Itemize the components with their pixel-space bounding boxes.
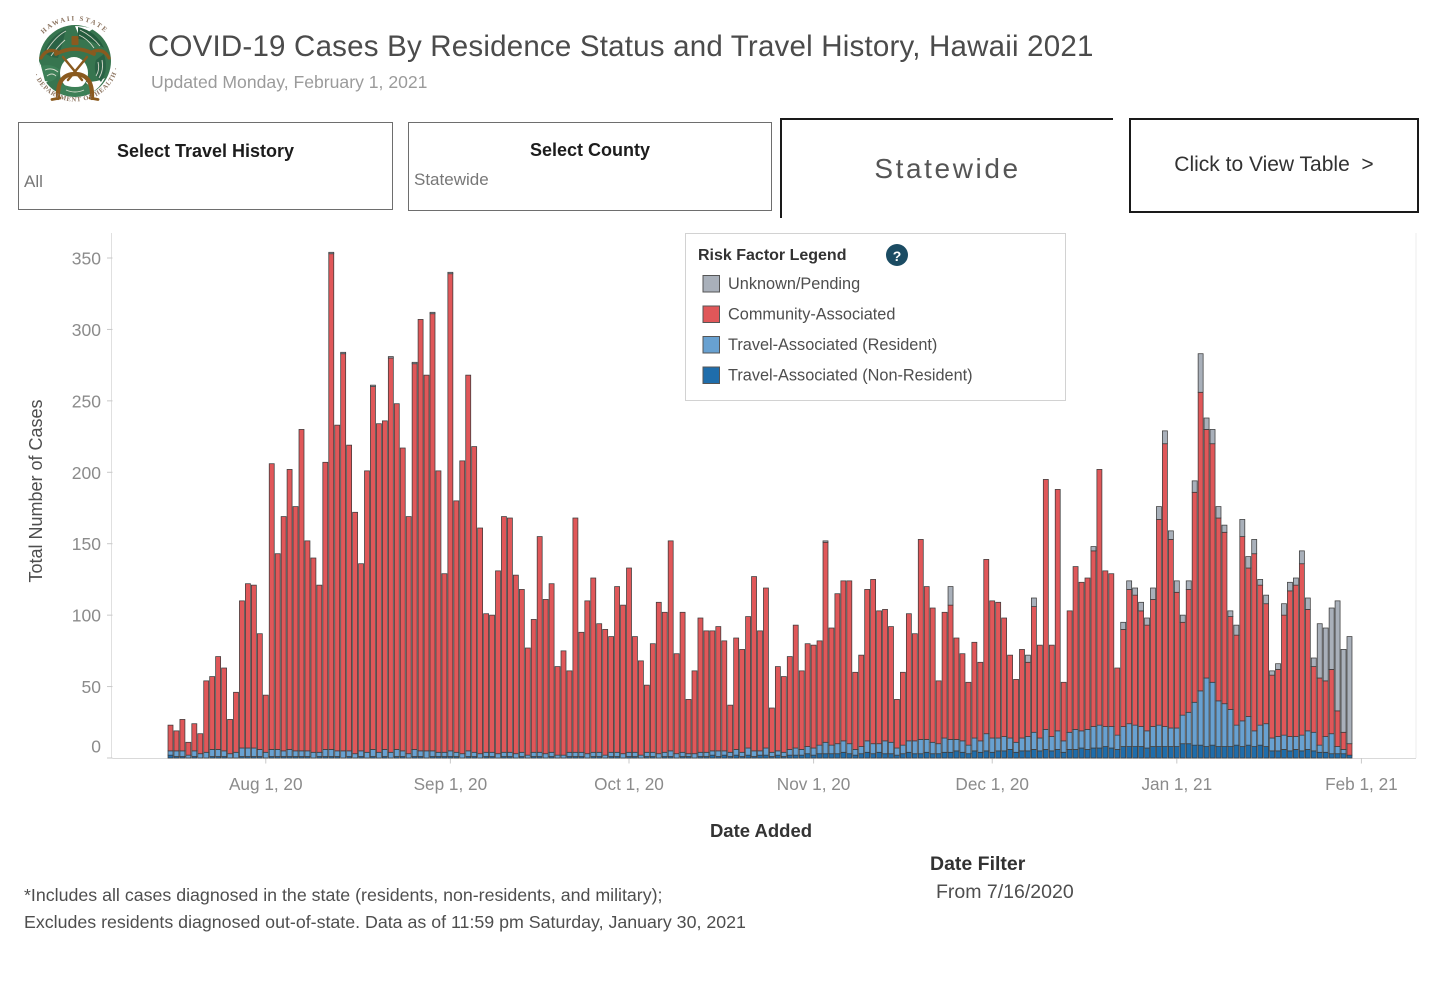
svg-text:?: ? [893, 248, 902, 264]
svg-text:100: 100 [72, 606, 101, 626]
svg-text:0: 0 [91, 737, 101, 757]
svg-text:Total Number of Cases: Total Number of Cases [26, 399, 46, 582]
svg-text:Date Added: Date Added [710, 820, 812, 841]
svg-text:Jan 1, 21: Jan 1, 21 [1141, 774, 1212, 794]
svg-text:150: 150 [72, 534, 101, 554]
svg-text:Oct 1, 20: Oct 1, 20 [594, 774, 664, 794]
svg-text:Community-Associated: Community-Associated [728, 306, 895, 324]
svg-text:200: 200 [72, 463, 101, 483]
svg-text:350: 350 [72, 249, 101, 269]
svg-text:50: 50 [82, 677, 102, 697]
svg-text:Travel-Associated (Non-Residen: Travel-Associated (Non-Resident) [728, 367, 973, 385]
svg-text:Nov 1, 20: Nov 1, 20 [777, 774, 851, 794]
svg-text:250: 250 [72, 391, 101, 411]
svg-text:Aug 1, 20: Aug 1, 20 [229, 774, 303, 794]
svg-text:Travel-Associated (Resident): Travel-Associated (Resident) [728, 336, 937, 354]
svg-text:Feb 1, 21: Feb 1, 21 [1325, 774, 1398, 794]
svg-text:Dec 1, 20: Dec 1, 20 [955, 774, 1029, 794]
svg-text:300: 300 [72, 320, 101, 340]
svg-text:Unknown/Pending: Unknown/Pending [728, 275, 860, 293]
svg-text:Sep 1, 20: Sep 1, 20 [414, 774, 488, 794]
